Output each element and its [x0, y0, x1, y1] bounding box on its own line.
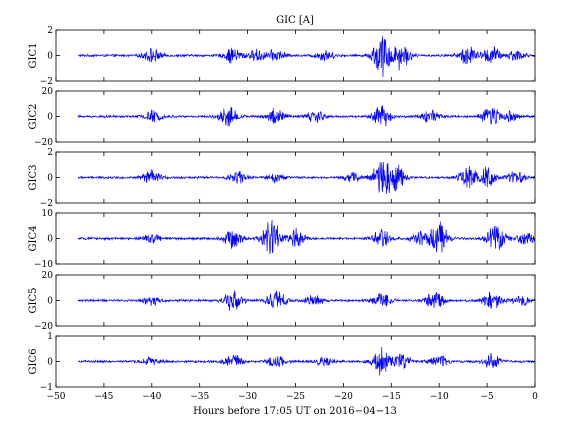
x-tick-label: −40 [142, 392, 161, 402]
series-line-gic1 [77, 36, 535, 77]
y-tick-label: 2 [47, 26, 53, 36]
y-axis-label: GIC1 [28, 43, 39, 69]
y-tick-label: 2 [47, 148, 53, 158]
panel-gic3: −2 0 2 GIC3 [28, 148, 536, 209]
y-tick-label: 0 [47, 174, 53, 184]
y-tick-label: −10 [34, 260, 53, 270]
y-tick-label: 10 [42, 209, 54, 219]
chart-title: GIC [A] [276, 15, 314, 26]
panels-group: −202GIC1−20020GIC2−202GIC3−10010GIC4−200… [28, 26, 538, 402]
y-tick-label: −2 [40, 77, 53, 87]
y-tick-label: 0 [47, 235, 53, 245]
y-tick-label: −20 [34, 322, 53, 332]
y-tick-label: 20 [42, 87, 54, 97]
x-tick-label: −50 [47, 392, 66, 402]
y-tick-label: 0 [47, 297, 53, 307]
y-tick-label: 0 [47, 113, 53, 123]
series-line-gic5 [77, 290, 535, 311]
y-axis-label: GIC4 [28, 226, 39, 252]
x-tick-label: −20 [334, 392, 353, 402]
y-tick-label: −20 [34, 138, 53, 148]
y-axis-label: GIC2 [28, 104, 39, 130]
y-axis-label: GIC5 [28, 288, 39, 314]
series-line-gic4 [77, 220, 535, 254]
y-axis-label: GIC3 [28, 165, 39, 191]
x-axis-label: Hours before 17:05 UT on 2016−04−13 [193, 406, 397, 417]
y-tick-label: −1 [40, 383, 53, 393]
x-tick-label: −15 [382, 392, 401, 402]
x-tick-label: −25 [286, 392, 305, 402]
x-tick-label: 0 [532, 392, 538, 402]
x-tick-label: −35 [190, 392, 209, 402]
y-axis-label: GIC6 [28, 349, 39, 375]
x-tick-label: −5 [480, 392, 494, 402]
x-tick-label: −45 [94, 392, 113, 402]
y-tick-label: −2 [40, 199, 53, 209]
series-line-gic2 [77, 105, 535, 127]
y-tick-label: 0 [47, 358, 53, 368]
x-tick-label: −10 [430, 392, 449, 402]
panel-gic1: −2 0 2 GIC1 [28, 26, 536, 87]
y-tick-label: 0 [47, 52, 53, 62]
x-tick-label: −30 [238, 392, 257, 402]
series-line-gic3 [77, 162, 535, 194]
series-line-gic6 [77, 347, 535, 376]
y-tick-label: 20 [42, 271, 54, 281]
y-tick-label: 1 [47, 332, 53, 342]
